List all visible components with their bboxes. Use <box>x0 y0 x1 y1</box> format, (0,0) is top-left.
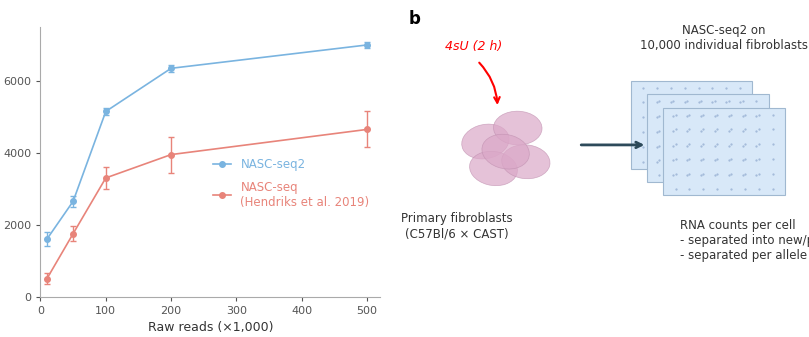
Text: Primary fibroblasts
(C57Bl/6 × CAST): Primary fibroblasts (C57Bl/6 × CAST) <box>401 212 513 240</box>
Ellipse shape <box>502 145 550 179</box>
Bar <box>647 94 769 182</box>
Ellipse shape <box>493 111 542 145</box>
Ellipse shape <box>469 152 518 185</box>
Text: RNA counts per cell
- separated into new/pre-existing
- separated per allele: RNA counts per cell - separated into new… <box>680 219 809 262</box>
Bar <box>663 108 785 195</box>
X-axis label: Raw reads (×1,000): Raw reads (×1,000) <box>147 321 273 334</box>
Text: NASC-seq2 on
10,000 individual fibroblasts: NASC-seq2 on 10,000 individual fibroblas… <box>640 24 808 52</box>
Text: b: b <box>409 10 421 28</box>
Text: 4sU (2 h): 4sU (2 h) <box>445 40 502 54</box>
Bar <box>631 81 752 168</box>
Ellipse shape <box>481 135 530 168</box>
Ellipse shape <box>462 124 509 159</box>
Legend: NASC-seq2, NASC-seq
(Hendriks et al. 2019): NASC-seq2, NASC-seq (Hendriks et al. 201… <box>209 153 375 213</box>
